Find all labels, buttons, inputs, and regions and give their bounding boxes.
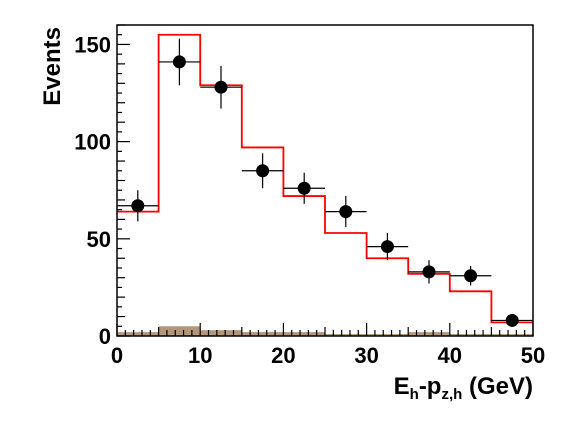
data-point [297, 181, 311, 195]
background-bar [366, 334, 409, 336]
background-bar [491, 334, 533, 336]
background-bar [241, 332, 284, 336]
x-tick-label: 40 [438, 343, 462, 368]
x-axis-title-sub: z,h [441, 386, 462, 403]
x-axis-title-part: (GeV) [462, 373, 533, 400]
x-axis-title-part: -p [419, 373, 442, 400]
y-tick-label: 150 [74, 32, 111, 57]
axis-ticks [116, 24, 534, 337]
x-tick-label: 30 [354, 343, 378, 368]
x-tick-label: 20 [271, 343, 295, 368]
mc-histogram-line [117, 33, 533, 324]
background-bar [283, 332, 325, 336]
x-axis-title-sub: h [410, 386, 419, 403]
background-bar [200, 330, 242, 336]
y-tick-label: 100 [74, 130, 111, 155]
background-bar [408, 332, 450, 336]
background-bar [158, 326, 201, 336]
data-point [214, 80, 228, 94]
data-point [131, 199, 145, 213]
data-point [464, 269, 478, 283]
x-tick-label: 10 [188, 343, 212, 368]
y-tick-label: 50 [87, 227, 111, 252]
background-bar [325, 334, 367, 336]
x-axis-title-part: E [394, 373, 410, 400]
y-axis-title: Events [39, 27, 66, 106]
data-point [256, 164, 270, 178]
data-point [422, 265, 436, 279]
data-point [505, 313, 519, 327]
background-bar [449, 334, 492, 336]
data-point [339, 205, 353, 219]
y-tick-label: 0 [99, 324, 111, 349]
x-tick-label: 50 [521, 343, 545, 368]
data-point [380, 240, 394, 254]
x-tick-label: 0 [111, 343, 123, 368]
x-axis-title: Eh-pz,h (GeV) [394, 373, 533, 403]
data-point [172, 55, 186, 69]
tick-labels: 0 10 20 30 40 50 0 50 100 150 [74, 32, 545, 368]
plot-area [117, 33, 533, 336]
background-bar [117, 332, 159, 336]
